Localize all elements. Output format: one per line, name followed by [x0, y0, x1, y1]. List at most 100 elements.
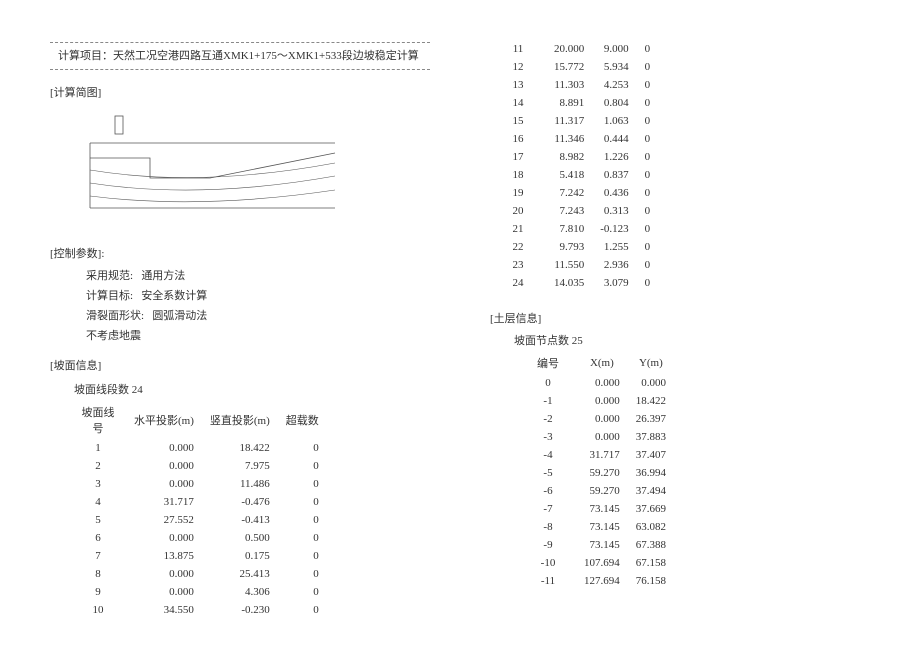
table-cell: 0: [278, 565, 327, 583]
table-row: 207.2430.3130: [490, 202, 658, 220]
table-cell: -9: [520, 536, 576, 554]
table-cell: 0.000: [576, 410, 628, 428]
table-cell: 11.346: [546, 130, 592, 148]
table-cell: 6: [70, 529, 126, 547]
table-cell: 0: [637, 94, 659, 112]
table-cell: 0.444: [592, 130, 636, 148]
slope-table-right: 1120.0009.00001215.7725.93401311.3034.25…: [490, 40, 658, 292]
table-cell: -4: [520, 446, 576, 464]
table-cell: -8: [520, 518, 576, 536]
table-cell: 8.982: [546, 148, 592, 166]
table-cell: 1.226: [592, 148, 636, 166]
table-cell: 67.388: [628, 536, 674, 554]
table-row: 1611.3460.4440: [490, 130, 658, 148]
section-diagram: [计算简图]: [50, 84, 430, 100]
table-cell: 10: [70, 601, 126, 619]
table-cell: 1.255: [592, 238, 636, 256]
table-row: 713.8750.1750: [70, 547, 327, 565]
table-row: 30.00011.4860: [70, 475, 327, 493]
table-cell: 9: [70, 583, 126, 601]
table-cell: 21: [490, 220, 546, 238]
table-cell: 13: [490, 76, 546, 94]
table-cell: -2: [520, 410, 576, 428]
table-cell: -3: [520, 428, 576, 446]
table-header-row: 坡面线号 水平投影(m) 竖直投影(m) 超载数: [70, 401, 327, 439]
table-cell: 0: [637, 148, 659, 166]
table-cell: 0: [278, 439, 327, 457]
table-cell: 4: [70, 493, 126, 511]
table-row: -30.00037.883: [520, 428, 674, 446]
table-cell: 73.145: [576, 500, 628, 518]
table-cell: 76.158: [628, 572, 674, 590]
table-row: 00.0000.000: [520, 374, 674, 392]
table-cell: 0.175: [202, 547, 278, 565]
table-cell: 0.837: [592, 166, 636, 184]
table-cell: 0.000: [126, 439, 202, 457]
table-cell: 107.694: [576, 554, 628, 572]
table-cell: 0.000: [126, 583, 202, 601]
table-cell: 7.242: [546, 184, 592, 202]
section-slope-info: [坡面信息]: [50, 357, 430, 373]
table-cell: 0: [637, 274, 659, 292]
table-cell: 0: [637, 238, 659, 256]
table-row: 80.00025.4130: [70, 565, 327, 583]
table-cell: 0: [637, 112, 659, 130]
table-cell: 0.000: [576, 374, 628, 392]
table-cell: 12: [490, 58, 546, 76]
table-cell: 15.772: [546, 58, 592, 76]
table-cell: 1.063: [592, 112, 636, 130]
spec-value: 通用方法: [141, 270, 185, 282]
th-load: 超载数: [278, 401, 327, 439]
table-cell: 37.494: [628, 482, 674, 500]
table-cell: 37.669: [628, 500, 674, 518]
shape-value: 圆弧滑动法: [152, 310, 207, 322]
table-cell: 0: [637, 76, 659, 94]
table-cell: -0.123: [592, 220, 636, 238]
project-title: 计算项目：天然工况空港四路互通XMK1+175～XMK1+533段边坡稳定计算: [58, 47, 430, 63]
table-row: -773.14537.669: [520, 500, 674, 518]
table-cell: 67.158: [628, 554, 674, 572]
table-cell: 16: [490, 130, 546, 148]
table-cell: 0: [278, 493, 327, 511]
table-cell: 59.270: [576, 464, 628, 482]
th-idx: 坡面线号: [70, 401, 126, 439]
spec-label: 采用规范:: [86, 270, 133, 282]
node-count: 坡面节点数 25: [514, 332, 870, 348]
th-node-idx: 编号: [520, 352, 576, 374]
table-cell: 0.000: [576, 428, 628, 446]
table-cell: 15: [490, 112, 546, 130]
table-cell: 14: [490, 94, 546, 112]
table-cell: 0: [278, 601, 327, 619]
table-cell: 7.243: [546, 202, 592, 220]
table-cell: 24: [490, 274, 546, 292]
table-cell: 11.303: [546, 76, 592, 94]
table-cell: 5.934: [592, 58, 636, 76]
table-cell: -6: [520, 482, 576, 500]
table-cell: 20.000: [546, 40, 592, 58]
table-cell: 0.804: [592, 94, 636, 112]
table-header-row: 编号 X(m) Y(m): [520, 352, 674, 374]
table-cell: 73.145: [576, 518, 628, 536]
table-cell: 0.000: [576, 392, 628, 410]
table-cell: -0.413: [202, 511, 278, 529]
table-cell: 34.550: [126, 601, 202, 619]
table-cell: 18.422: [628, 392, 674, 410]
slope-count: 坡面线段数 24: [74, 381, 430, 397]
table-cell: 7: [70, 547, 126, 565]
table-cell: 20: [490, 202, 546, 220]
table-cell: 127.694: [576, 572, 628, 590]
table-cell: 0: [637, 256, 659, 274]
slope-table-left: 坡面线号 水平投影(m) 竖直投影(m) 超载数 10.00018.422020…: [70, 401, 327, 619]
table-cell: 23: [490, 256, 546, 274]
table-cell: 11.550: [546, 256, 592, 274]
table-cell: 0: [520, 374, 576, 392]
th-v: 竖直投影(m): [202, 401, 278, 439]
table-cell: -0.230: [202, 601, 278, 619]
table-row: 2311.5502.9360: [490, 256, 658, 274]
table-cell: 0.000: [126, 565, 202, 583]
table-row: -20.00026.397: [520, 410, 674, 428]
table-row: -431.71737.407: [520, 446, 674, 464]
table-cell: 0: [637, 58, 659, 76]
table-cell: 31.717: [576, 446, 628, 464]
table-row: 431.717-0.4760: [70, 493, 327, 511]
